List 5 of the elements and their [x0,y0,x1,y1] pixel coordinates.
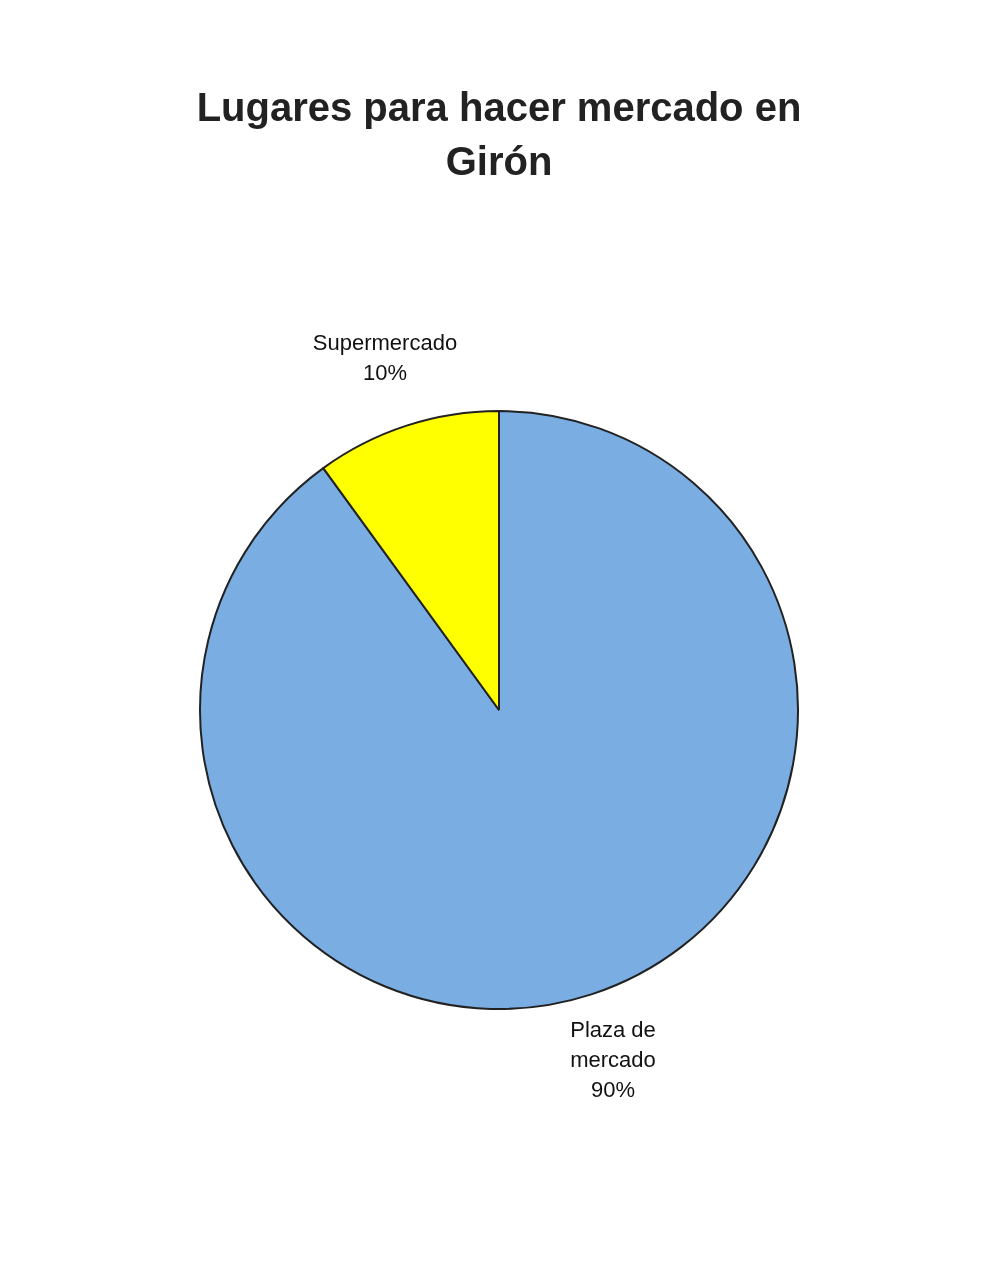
data-label: 90% [591,1077,636,1102]
slice-label: Plaza de mercado [570,1017,656,1072]
slice-label: Supermercado [312,330,458,356]
chart-title: Lugares para hacer mercado en Girón [195,84,803,185]
data-label: 10% [362,360,407,386]
